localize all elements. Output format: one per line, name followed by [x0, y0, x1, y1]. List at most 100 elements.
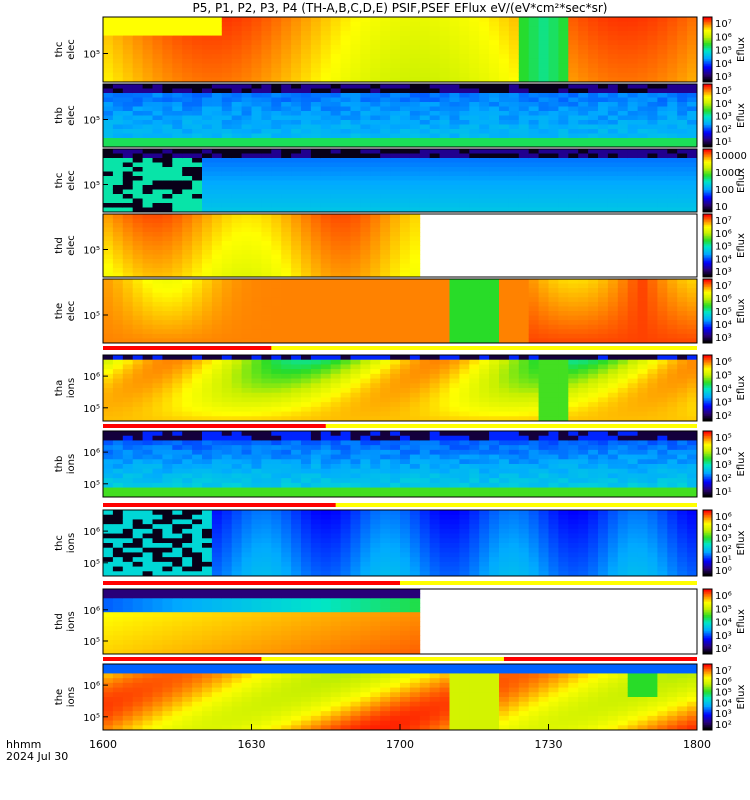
heatmap-cell [459, 17, 470, 23]
heatmap-cell [340, 44, 351, 50]
heatmap-cell [677, 411, 688, 417]
heatmap-cell [627, 102, 638, 107]
heatmap-cell [409, 406, 421, 412]
heatmap-cell [142, 411, 153, 417]
heatmap-cell [409, 301, 421, 307]
heatmap-cell [340, 207, 351, 213]
heatmap-cell [409, 306, 421, 312]
heatmap-cell [518, 35, 530, 41]
heatmap-cell [202, 203, 213, 208]
heatmap-cell [122, 279, 134, 284]
heatmap-cell [122, 359, 134, 365]
heatmap-cell [518, 306, 530, 312]
colorbar-cell [703, 218, 712, 221]
heatmap-cell [291, 189, 302, 195]
heatmap-cell [261, 77, 272, 83]
heatmap-cell [370, 133, 381, 139]
colorbar-cell [703, 129, 712, 132]
heatmap-cell [142, 167, 153, 172]
heatmap-cell [370, 364, 381, 370]
heatmap-cell [598, 171, 609, 177]
heatmap-cell [409, 254, 421, 260]
heatmap-cell [439, 21, 450, 27]
heatmap-cell [310, 311, 322, 316]
colorbar-cell [703, 243, 712, 246]
colorbar-cell [703, 77, 712, 80]
heatmap-cell [439, 49, 450, 55]
heatmap-cell [627, 142, 638, 148]
heatmap-cell [360, 35, 371, 41]
heatmap-cell [271, 49, 282, 55]
colorbar-unit-label: Eflux [736, 298, 747, 323]
heatmap-cell [211, 245, 223, 251]
heatmap-cell [687, 288, 698, 294]
heatmap-cell [617, 324, 629, 330]
heatmap-cell [578, 333, 589, 339]
heatmap-cell [192, 149, 203, 154]
heatmap-cell [459, 30, 470, 36]
panel-frame [102, 213, 698, 278]
heatmap-cell [390, 203, 401, 208]
heatmap-cell [687, 333, 698, 339]
heatmap-cell [390, 149, 401, 154]
heatmap-cell [340, 26, 351, 32]
heatmap-cell [251, 54, 262, 60]
heatmap-cell [320, 315, 332, 321]
heatmap-cell [320, 158, 332, 163]
colorbar-cell [703, 369, 712, 372]
heatmap-cell [657, 301, 668, 307]
heatmap-cell [202, 72, 213, 78]
heatmap-cell [429, 185, 440, 190]
heatmap-cell [400, 236, 411, 242]
heatmap-cell [142, 283, 153, 289]
heatmap-cell [251, 359, 262, 365]
heatmap-cell [310, 84, 322, 89]
heatmap-cell [152, 180, 163, 186]
heatmap-cell [261, 138, 272, 143]
heatmap-cell [142, 272, 153, 278]
colorbar-cell [703, 339, 712, 342]
heatmap-cell [310, 72, 322, 78]
heatmap-cell [390, 283, 401, 289]
heatmap-cell [607, 194, 619, 199]
heatmap-cell [370, 142, 381, 148]
heatmap-cell [380, 279, 391, 284]
heatmap-cell [360, 68, 371, 74]
heatmap-cell [251, 241, 262, 246]
heatmap-cell [231, 311, 242, 316]
heatmap-cell [429, 138, 440, 143]
heatmap-cell [469, 329, 480, 335]
heatmap-cell [350, 35, 361, 41]
heatmap-cell [548, 207, 559, 213]
heatmap-cell [558, 198, 569, 204]
heatmap-cell [271, 223, 282, 228]
colorbar-cell [703, 236, 712, 239]
heatmap-cell [607, 397, 619, 403]
heatmap-cell [251, 133, 262, 139]
heatmap-cell [360, 133, 371, 139]
heatmap-cell [558, 311, 569, 316]
heatmap-cell [172, 120, 183, 125]
heatmap-cell [112, 416, 124, 422]
heatmap-cell [647, 171, 658, 177]
heatmap-cell [518, 88, 530, 94]
heatmap-cell [687, 106, 698, 112]
heatmap-cell [469, 162, 480, 168]
heatmap-cell [291, 311, 302, 316]
heatmap-cell [489, 120, 500, 125]
heatmap-cell [132, 333, 143, 339]
heatmap-cell [172, 324, 183, 330]
heatmap-cell [103, 411, 114, 417]
heatmap-cell [627, 84, 638, 89]
heatmap-cell [578, 397, 589, 403]
heatmap-cell [449, 355, 460, 361]
heatmap-cell [637, 162, 648, 168]
heatmap-cell [370, 180, 381, 186]
heatmap-cell [122, 416, 134, 422]
heatmap-cell [419, 26, 431, 32]
heatmap-cell [508, 279, 520, 284]
heatmap-cell [360, 223, 371, 228]
heatmap-cell [538, 315, 549, 321]
heatmap-cell [578, 72, 589, 78]
